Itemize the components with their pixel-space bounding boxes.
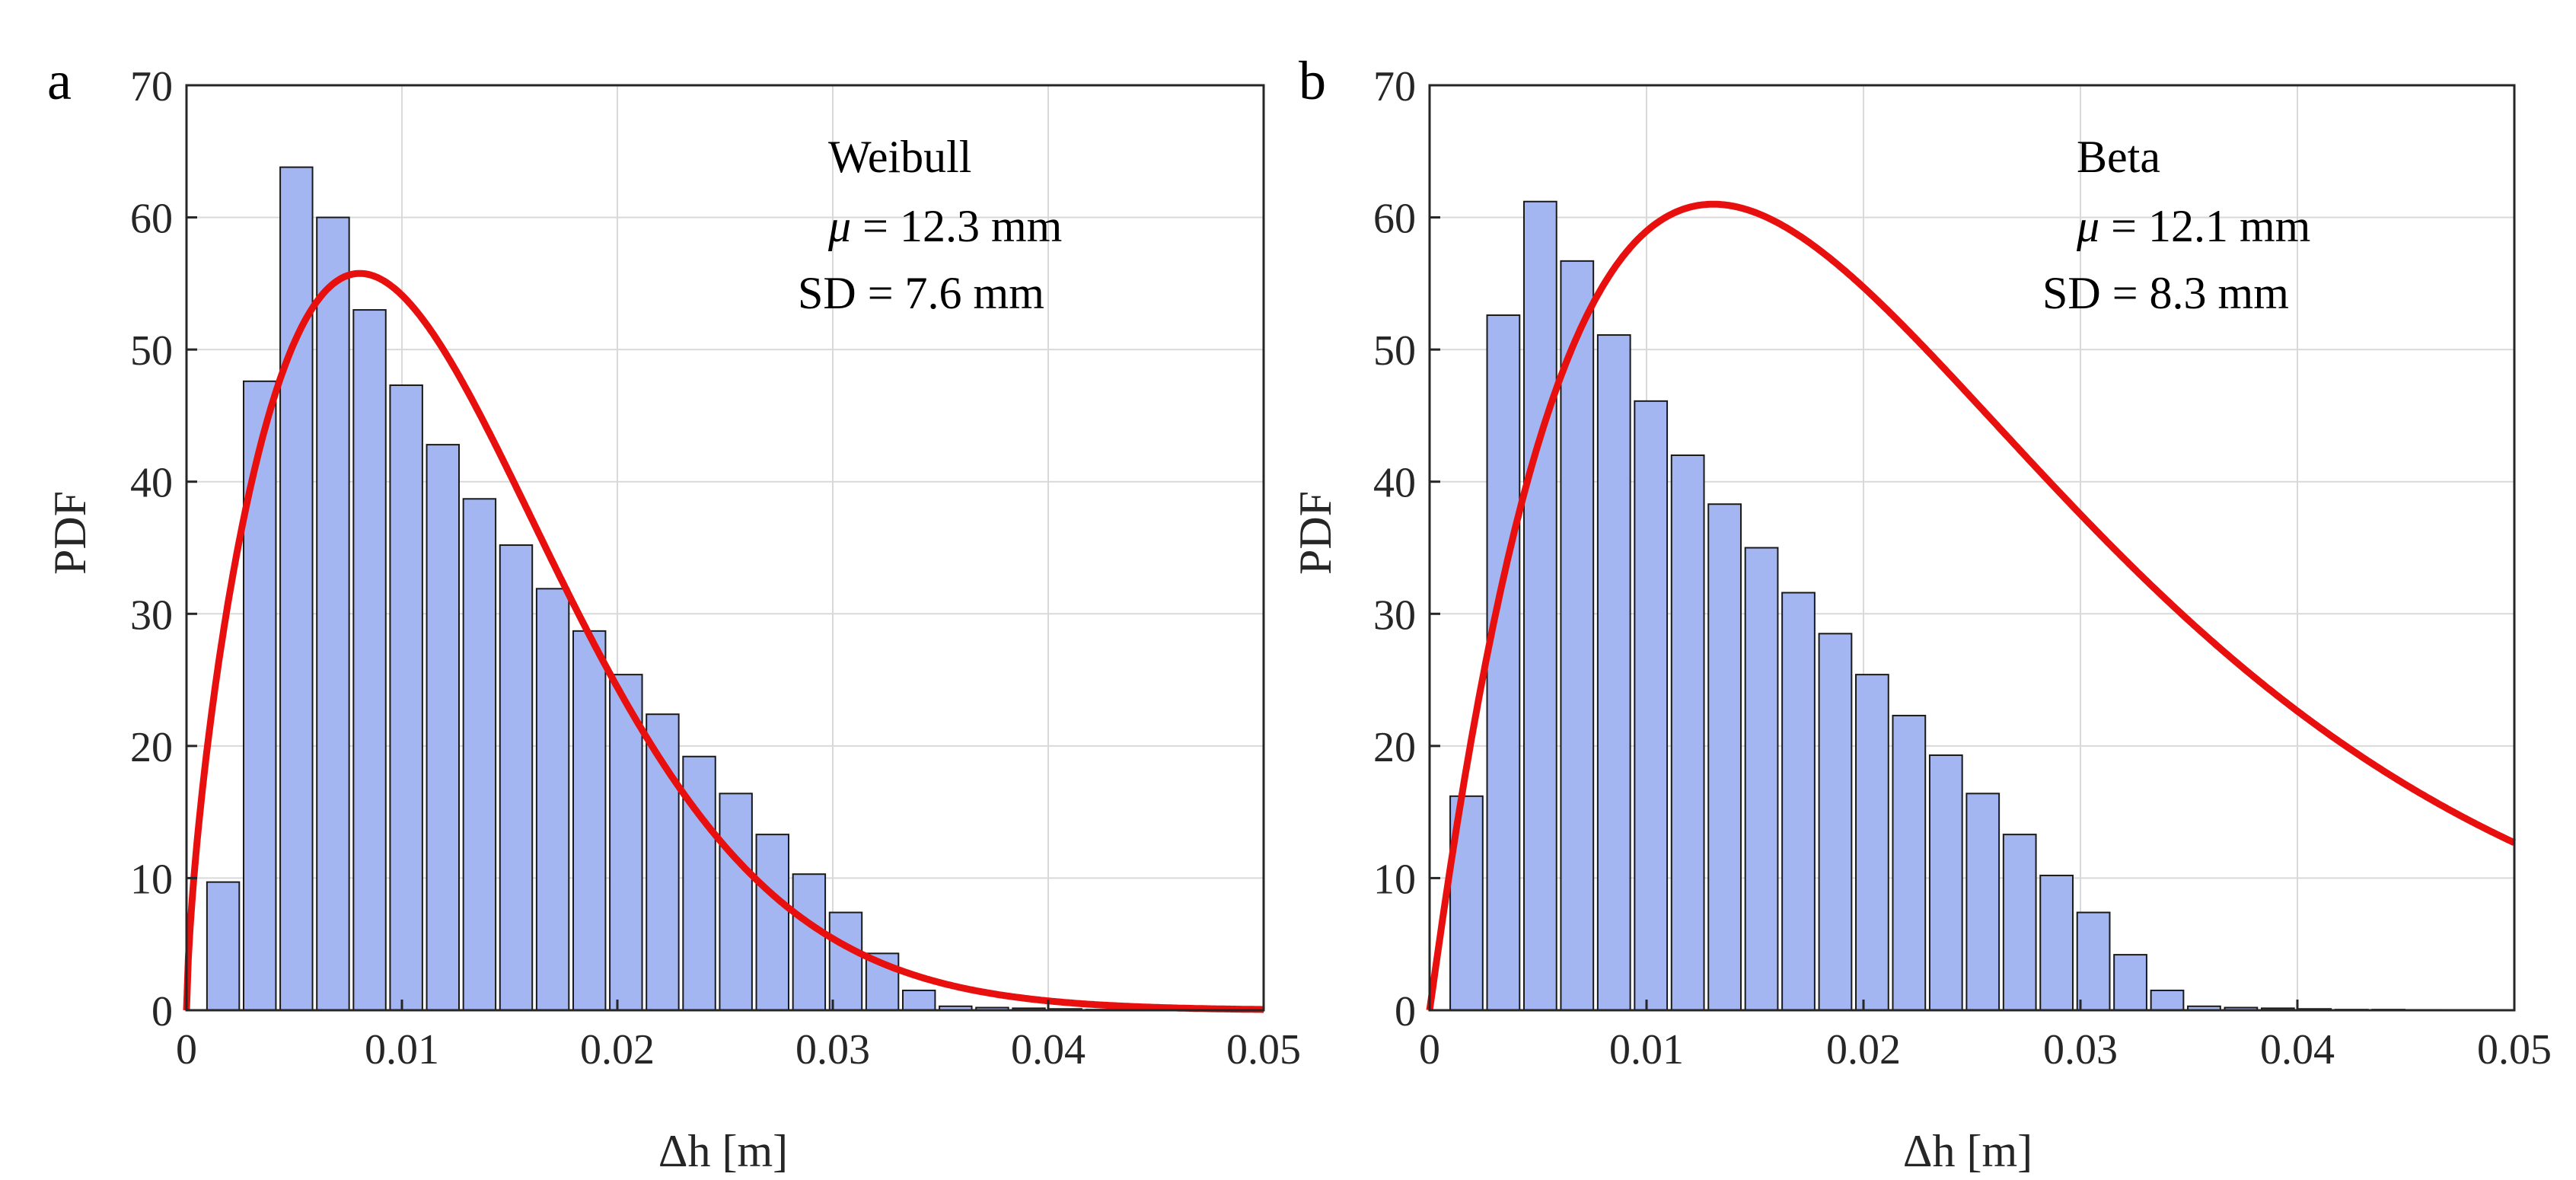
panel-b-ytick-label-1: 10 — [1373, 856, 1416, 903]
panel-b-ytick-label-0: 0 — [1395, 988, 1416, 1035]
panel-b-bar-1 — [1486, 314, 1521, 1011]
panel-b-bar-2 — [1522, 200, 1557, 1012]
panel-b-bar-12 — [1892, 714, 1927, 1012]
panel-a-label: a — [47, 50, 72, 111]
panel-b-bar-8 — [1744, 547, 1779, 1011]
panel-b-ytick-label-2: 20 — [1373, 724, 1416, 771]
panel-a-bar-17 — [828, 911, 863, 1011]
panel-b-bar-5 — [1634, 400, 1669, 1011]
panel-b-bar-7 — [1707, 503, 1742, 1011]
panel-a-xlabel: Δh [m] — [658, 1126, 788, 1176]
panel-b-ytick-label-7: 70 — [1373, 63, 1416, 110]
panel-a-ytick-label-5: 50 — [130, 327, 173, 375]
panel-a-bar-2 — [279, 166, 314, 1012]
panel-b-bar-15 — [2002, 834, 2037, 1012]
panel-b-bar-10 — [1818, 633, 1853, 1011]
panel-a-ytick-label-1: 10 — [130, 856, 173, 903]
panel-a-bar-8 — [499, 544, 534, 1011]
panel-b-bar-6 — [1670, 454, 1705, 1011]
panel-b-ytick-label-4: 40 — [1373, 460, 1416, 507]
panel-a-xtick-label-5: 0.05 — [1226, 1026, 1301, 1073]
panel-a-fit-curve — [183, 269, 1266, 1013]
panel-a-bar-4 — [352, 309, 387, 1012]
panel-b-xtick-label-0: 0 — [1419, 1026, 1440, 1073]
panel-a-axes-box — [185, 84, 1265, 1012]
panel-b-bars — [1449, 200, 2479, 1012]
panel-a-mu-symbol: μ — [827, 201, 851, 251]
panel-b-xtick-label-3: 0.03 — [2043, 1026, 2118, 1073]
panel-a-ticks: 0 0.01 0.02 0.03 0.04 0.05 0 10 20 30 40 50 60 70 — [130, 63, 1301, 1073]
panel-a-bar-9 — [535, 588, 570, 1011]
panel-a-bar-0 — [206, 881, 241, 1012]
panel-b-bar-11 — [1855, 674, 1889, 1012]
panel-b-fit-curve — [1426, 200, 2517, 1011]
panel-b-xtick-label-5: 0.05 — [2477, 1026, 2552, 1073]
panel-a-sd: SD = 7.6 mm — [798, 268, 1044, 318]
panel-b-fit-name: Beta — [2077, 132, 2160, 182]
panel-a-ytick-label-7: 70 — [130, 63, 173, 110]
panel-b-mean: μ = 12.1 mm — [2076, 201, 2310, 251]
panel-b-ytick-label-6: 60 — [1373, 196, 1416, 243]
panel-a-xtick-label-2: 0.02 — [580, 1026, 655, 1073]
panel-b-bar-3 — [1560, 260, 1595, 1012]
panel-a-bar-16 — [792, 873, 827, 1011]
panel-a-xtick-label-3: 0.03 — [795, 1026, 870, 1073]
panel-b-annotation: Beta μ = 12.1 mm SD = 8.3 mm — [2042, 132, 2310, 318]
panel-a-bar-19 — [901, 989, 936, 1011]
panel-a-annotation: Weibull μ = 12.3 mm SD = 7.6 mm — [798, 132, 1062, 318]
panel-a-bar-14 — [719, 793, 753, 1012]
panel-b-bar-4 — [1596, 334, 1631, 1011]
panel-b-bar-17 — [2076, 911, 2111, 1011]
panel-a-mean: μ = 12.3 mm — [827, 201, 1062, 251]
panel-a-ytick-label-6: 60 — [130, 196, 173, 243]
panel-b-ytick-label-3: 30 — [1373, 592, 1416, 639]
panel-a-ytick-label-2: 20 — [130, 724, 173, 771]
panel-a-bar-15 — [755, 834, 789, 1012]
panel-b-ylabel: PDF — [1290, 491, 1341, 575]
panel-b-bar-14 — [1965, 793, 2001, 1012]
panel-b-xtick-label-2: 0.02 — [1826, 1026, 1901, 1073]
panel-b-bar-19 — [2150, 989, 2185, 1011]
panel-a-xtick-label-4: 0.04 — [1011, 1026, 1086, 1073]
panel-b-sd: SD = 8.3 mm — [2042, 268, 2289, 318]
panel-b-mu-symbol: μ — [2076, 201, 2099, 251]
panel-a-fit — [183, 269, 1266, 1013]
panel-a-bar-6 — [426, 444, 460, 1011]
panel-b-bar-13 — [1928, 754, 1963, 1011]
panel-a-ytick-label-4: 40 — [130, 460, 173, 507]
panel-a-bar-5 — [389, 384, 423, 1011]
panel-b-xlabel: Δh [m] — [1903, 1126, 2032, 1176]
panel-b-bar-9 — [1781, 592, 1816, 1011]
panel-a-ytick-label-3: 30 — [130, 592, 173, 639]
panel-b-axes — [1428, 84, 2516, 1012]
panel-b-xtick-label-4: 0.04 — [2260, 1026, 2335, 1073]
panel-a-bar-7 — [462, 498, 497, 1011]
panel-b-axes-box — [1428, 84, 2516, 1012]
panel-b-bar-16 — [2039, 874, 2074, 1012]
panel-b-bar-18 — [2113, 954, 2147, 1011]
panel-b-mu-value: = 12.1 mm — [2099, 201, 2310, 251]
panel-a-fit-name: Weibull — [828, 132, 971, 182]
panel-a-ylabel: PDF — [45, 491, 95, 575]
panel-a-bar-1 — [242, 380, 277, 1011]
panel-b-fit — [1426, 200, 2517, 1011]
panel-a-bar-10 — [572, 630, 607, 1011]
panel-b-ytick-label-5: 50 — [1373, 327, 1416, 375]
panel-a-mu-value: = 12.3 mm — [851, 201, 1062, 251]
panel-b-ticks: 0 0.01 0.02 0.03 0.04 0.05 0 10 20 30 40 50 60 70 — [1373, 63, 2552, 1073]
panel-b-xtick-label-1: 0.01 — [1609, 1026, 1684, 1073]
panel-a-xtick-label-0: 0 — [176, 1026, 197, 1073]
panel-a-bar-3 — [316, 216, 350, 1012]
panel-a-axes — [185, 84, 1265, 1012]
panel-a-ytick-label-0: 0 — [151, 988, 173, 1035]
panel-b: b 0 0.01 0.02 0.03 0.04 0.05 0 10 20 30 40 50 60 70 Δ… — [1290, 50, 2552, 1176]
panel-a: a 0 0.01 0.02 0.03 0.04 0.05 0 10 20 30 40 50 60 70 Δ… — [45, 50, 1301, 1176]
panel-a-xtick-label-1: 0.01 — [365, 1026, 439, 1073]
panel-b-label: b — [1299, 50, 1326, 111]
